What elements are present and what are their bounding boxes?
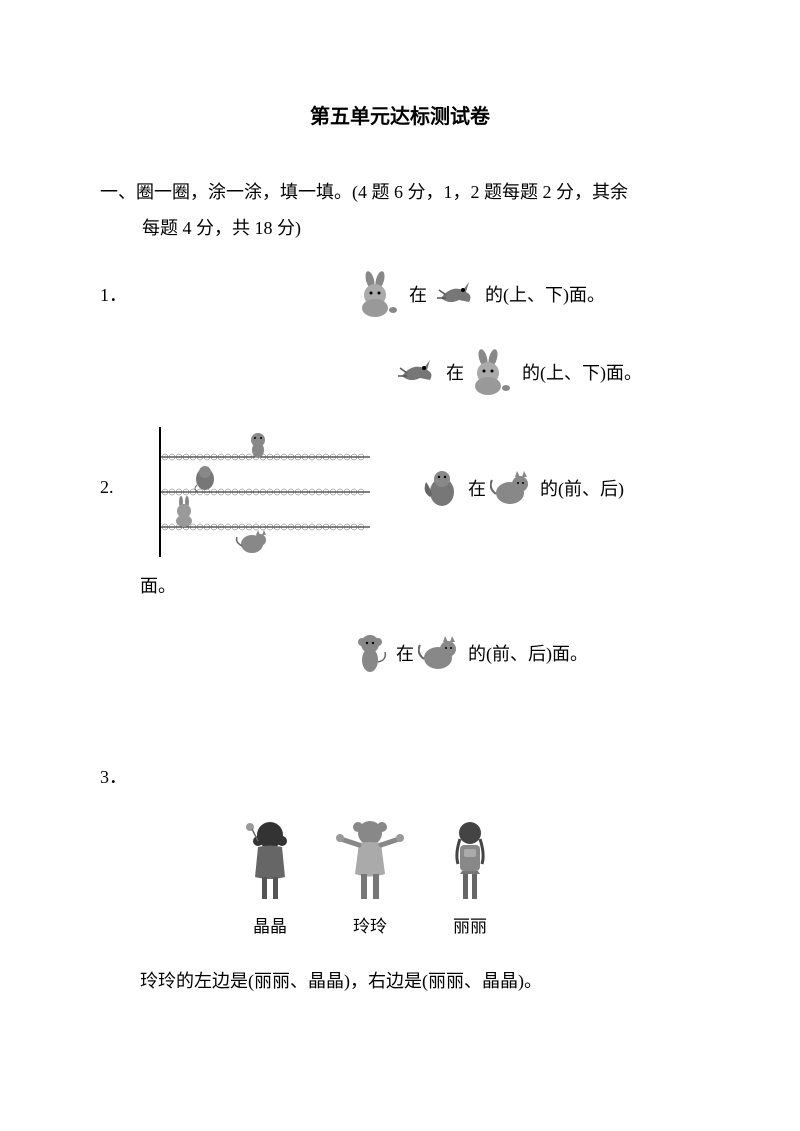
cat-icon	[418, 633, 464, 673]
rabbit-icon	[355, 270, 405, 318]
kid-lingling: 玲玲	[335, 819, 405, 937]
q1-number: 1．	[100, 281, 140, 307]
q3-number: 3．	[100, 713, 140, 789]
kid1-label: 晶晶	[253, 912, 287, 937]
section-header-line1: 一、圈一圈，涂一涂，填一填。(4 题 6 分，1，2 题每题 2 分，其余	[100, 174, 700, 210]
kid-jingjing: 晶晶	[240, 819, 300, 937]
q1-line1-end: 的(上、下)面。	[485, 281, 605, 307]
girl-back-icon	[240, 819, 300, 904]
q2-line1-end: 的(前、后)	[540, 475, 624, 501]
q2-line2-end: 的(前、后)面。	[468, 640, 588, 666]
bird-icon	[392, 348, 442, 396]
question-3: 3．	[100, 713, 700, 789]
kid2-label: 玲玲	[353, 912, 387, 937]
cat-icon	[490, 468, 536, 508]
question-2: 2.	[100, 427, 700, 557]
bird-icon	[431, 270, 481, 318]
rabbit-icon	[468, 348, 518, 396]
monkey-icon	[352, 632, 392, 674]
q3-text: 玲玲的左边是(丽丽、晶晶)，右边是(丽丽、晶晶)。	[140, 967, 700, 993]
q2-line2-mid: 在	[396, 640, 414, 666]
squirrel-icon	[422, 467, 464, 509]
girl-back-arms-icon	[335, 819, 405, 904]
page-title: 第五单元达标测试卷	[100, 100, 700, 129]
q3-kids-row: 晶晶 玲玲 丽丽	[240, 819, 700, 937]
kid-lili: 丽丽	[440, 819, 500, 937]
q1-line1-mid: 在	[409, 281, 427, 307]
section-1-header: 一、圈一圈，涂一涂，填一填。(4 题 6 分，1，2 题每题 2 分，其余 每题…	[100, 174, 700, 246]
question-1-line2: 在 的(上、下)面。	[100, 342, 700, 402]
q1-line2-mid: 在	[446, 359, 464, 385]
girl-backpack-icon	[440, 819, 500, 904]
climbing-frame-icon	[140, 427, 390, 557]
kid3-label: 丽丽	[453, 912, 487, 937]
section-header-line2: 每题 4 分，共 18 分)	[100, 210, 700, 246]
question-2-line2: 在 的(前、后)面。	[100, 623, 700, 683]
question-1-line1: 1． 在 的(上、下)面。	[100, 264, 700, 324]
q2-continuation: 面。	[140, 572, 700, 598]
q1-line2-end: 的(上、下)面。	[522, 359, 642, 385]
q2-line1-mid: 在	[468, 475, 486, 501]
q2-number: 2.	[100, 427, 140, 498]
